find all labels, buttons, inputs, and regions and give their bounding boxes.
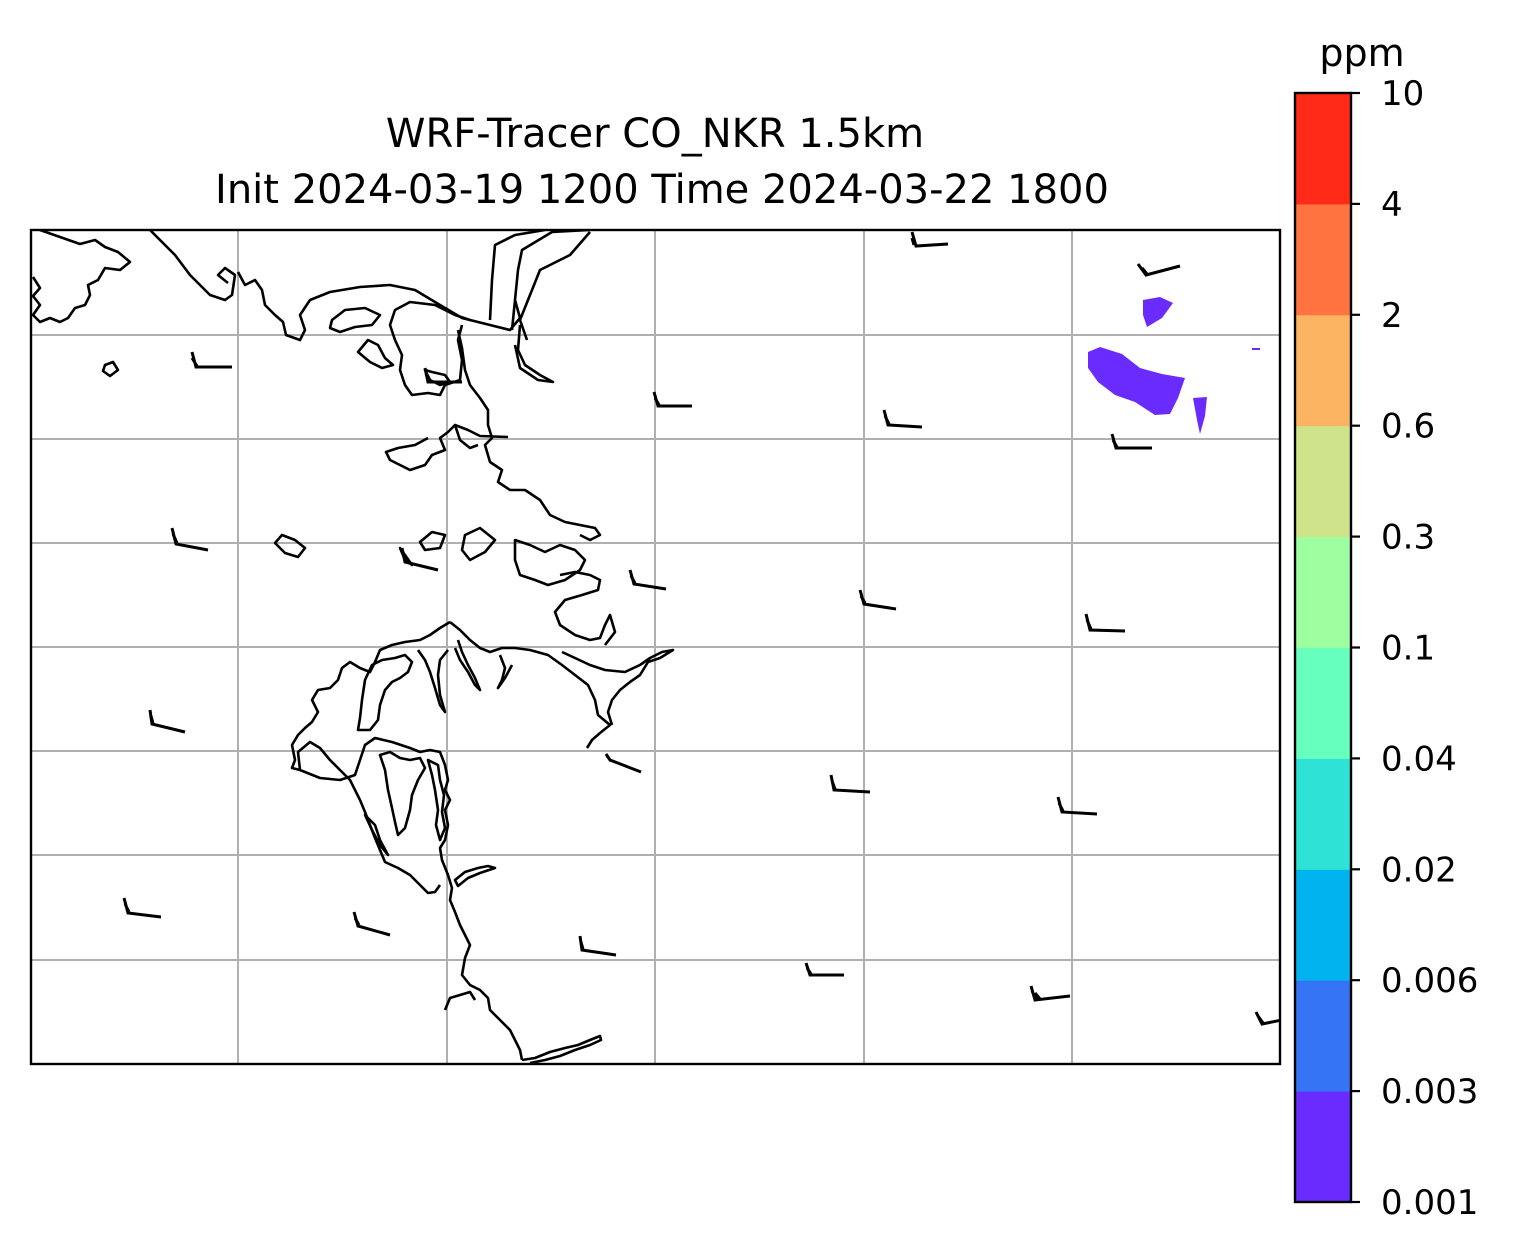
wind-barb: [604, 753, 642, 774]
colorbar-segment: [1295, 536, 1351, 648]
coastline-fjord-5: [378, 750, 427, 837]
coastline-middle-2: [553, 570, 617, 646]
coastline-southwest-inner: [299, 736, 524, 1061]
coastline-fjord-3: [453, 639, 482, 692]
wind-barb: [170, 527, 209, 552]
coastline-fjord-4: [496, 654, 514, 690]
colorbar-segment: [1295, 869, 1351, 981]
colorbar-tick-label: 0.3: [1381, 518, 1435, 558]
title-line-1: WRF-Tracer CO_NKR 1.5km: [386, 111, 924, 157]
plume-patch-4: [1252, 348, 1260, 350]
coastline-fjord-6: [426, 758, 447, 842]
colorbar-tick-label: 4: [1381, 185, 1403, 225]
coastline-peninsula-2: [561, 648, 675, 726]
wind-barb: [652, 391, 692, 408]
colorbar-frame: [1293, 91, 1353, 1204]
wind-barb: [122, 897, 162, 919]
coastline-bay-1: [384, 423, 509, 472]
coastline-mainland-east: [456, 329, 602, 542]
colorbar-tick-label: 0.006: [1381, 961, 1478, 1001]
plume-patch-2: [1088, 347, 1185, 415]
coastline-island-6: [460, 526, 497, 562]
wind-barb: [910, 231, 949, 248]
coastline-middle-1: [513, 538, 587, 587]
colorbar-ticks: 0.001 0.003 0.006 0.02 0.04 0.1 0.3 0.6 2 4 10: [1351, 74, 1478, 1223]
wind-barb: [423, 367, 462, 384]
coastline-northwest: [31, 230, 132, 324]
map-frame: [29, 228, 1282, 1066]
coastline-fjord-1: [356, 653, 414, 732]
colorbar-segment: [1295, 1091, 1351, 1203]
coastline-strait-3: [518, 231, 591, 341]
colorbar-tick-label: 0.04: [1381, 739, 1457, 779]
colorbar-segment: [1295, 425, 1351, 538]
colorbar-tick-label: 10: [1381, 74, 1424, 114]
coastline-south-islet: [453, 864, 497, 888]
colorbar-tick-label: 2: [1381, 296, 1403, 336]
coastline-south-tip: [521, 1034, 603, 1064]
coastline-bay-2: [453, 424, 479, 450]
title-line-2: Init 2024-03-19 1200 Time 2024-03-22 180…: [215, 167, 1109, 213]
coastline-island-4: [273, 533, 307, 559]
colorbar-segment: [1295, 980, 1351, 1092]
gridlines: [31, 230, 1280, 1064]
wind-barb: [882, 409, 923, 429]
wind-barb: [400, 547, 439, 572]
coastline-peninsula: [388, 300, 471, 397]
coastline-island-2: [101, 360, 120, 378]
map-panel: [29, 228, 1282, 1066]
wind-barb: [1110, 433, 1152, 450]
colorbar: ppm 0.001 0.003 0.006 0.02 0.04 0.1 0.3 0.6 2 4 10: [1293, 31, 1478, 1223]
coastline-island-1: [328, 306, 382, 334]
colorbar-segment: [1295, 647, 1351, 759]
colorbar-segment: [1295, 314, 1351, 427]
wind-barb: [1056, 796, 1098, 816]
plume-patch-1: [1143, 297, 1173, 327]
coastline-middle-3: [449, 620, 612, 749]
coastline-north-2: [236, 271, 522, 342]
coastline-fjord-2: [416, 649, 450, 714]
wind-barb: [1254, 1011, 1280, 1026]
wind-barb: [628, 569, 667, 591]
wind-barb: [190, 351, 232, 369]
colorbar-segment: [1295, 203, 1351, 316]
coastline-fjord-7: [363, 813, 390, 857]
wind-barb: [352, 911, 391, 937]
coastline-north-1: [149, 230, 237, 302]
wind-barb: [1136, 263, 1181, 277]
coastline-island-5: [418, 530, 447, 552]
colorbar-segments: [1295, 93, 1351, 1203]
coastline-strait-2: [510, 230, 591, 331]
colorbar-tick-label: 0.003: [1381, 1072, 1478, 1112]
coastline-island-3: [356, 338, 395, 370]
colorbar-tick-label: 0.1: [1381, 629, 1435, 669]
colorbar-segment: [1295, 758, 1351, 870]
colorbar-segment: [1295, 93, 1351, 205]
coastline-south-spit: [443, 990, 477, 1011]
colorbar-tick-label: 0.02: [1381, 850, 1457, 890]
tracer-plume: [1088, 297, 1260, 434]
coastline-inlet: [513, 324, 555, 384]
wind-barb: [578, 935, 617, 957]
wind-barb: [1029, 985, 1071, 1002]
wind-barb: [148, 709, 186, 734]
plume-patch-3: [1193, 397, 1207, 434]
wind-barb: [858, 589, 897, 611]
wind-barb: [1084, 613, 1126, 633]
coastline-strait: [488, 230, 546, 321]
wind-barb: [804, 962, 844, 977]
colorbar-unit-label: ppm: [1319, 31, 1404, 75]
coastline-southwest-mass: [290, 620, 451, 895]
colorbar-tick-label: 0.6: [1381, 407, 1435, 447]
coastlines: [31, 230, 675, 1064]
wind-barbs: [122, 231, 1280, 1026]
wind-barb: [829, 774, 871, 794]
colorbar-tick-label: 0.001: [1381, 1183, 1478, 1223]
